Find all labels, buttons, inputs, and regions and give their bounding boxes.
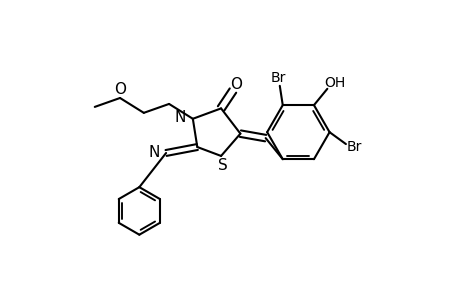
Text: Br: Br [346, 140, 361, 154]
Text: N: N [174, 110, 185, 125]
Text: OH: OH [324, 76, 345, 90]
Text: N: N [148, 146, 159, 160]
Text: S: S [217, 158, 227, 173]
Text: O: O [230, 77, 241, 92]
Text: Br: Br [270, 71, 285, 85]
Text: O: O [114, 82, 126, 97]
